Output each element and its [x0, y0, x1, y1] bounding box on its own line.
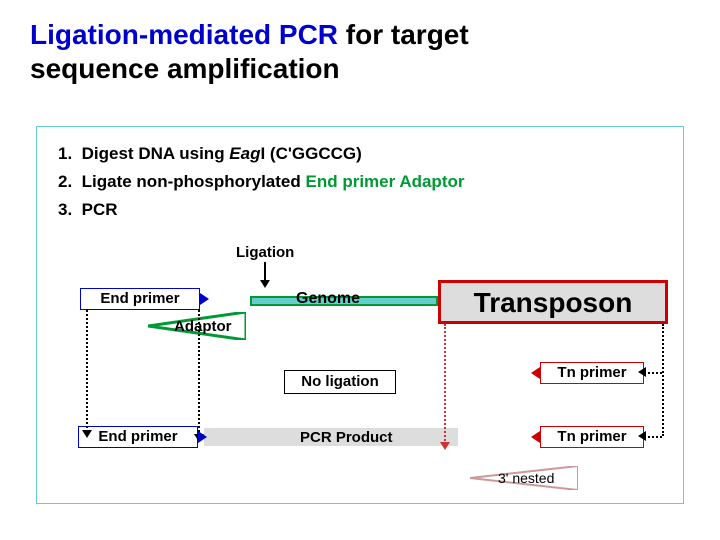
title-blue: Ligation-mediated PCR — [30, 19, 338, 50]
adaptor-label: Adaptor — [174, 318, 232, 335]
genome-label: Genome — [296, 290, 360, 308]
step-3: 3. PCR — [58, 200, 118, 220]
title-rest: for target — [338, 19, 469, 50]
dot-right — [662, 324, 664, 436]
step-1: 1. Digest DNA using EagI (C'GGCCG) — [58, 144, 362, 164]
end-primer-top: End primer — [80, 288, 200, 310]
transposon-box: Transposon — [438, 280, 668, 324]
dot-left1 — [86, 310, 88, 436]
step-2: 2. Ligate non-phosphorylated End primer … — [58, 172, 464, 192]
dot-h-tn-top-tip — [638, 367, 646, 377]
tn-primer-bot: Tn primer — [540, 426, 644, 448]
no-ligation-box: No ligation — [284, 370, 396, 394]
dot-h-tn-top — [644, 372, 662, 374]
end-primer-top-tip — [200, 293, 209, 305]
ligation-arrow-head — [260, 280, 270, 288]
dot-left2 — [198, 310, 200, 436]
nested-label: 3' nested — [498, 470, 554, 486]
dot-h-tn-bot-tip — [638, 431, 646, 441]
end-primer-bot: End primer — [78, 426, 198, 448]
end-primer-bot-tip — [198, 431, 207, 443]
title-line2: sequence amplification — [30, 53, 340, 84]
pcr-label: PCR Product — [300, 429, 393, 446]
slide-title: Ligation-mediated PCR for target sequenc… — [30, 18, 469, 86]
dot-h-tn-bot — [644, 436, 662, 438]
tn-primer-bot-tip — [531, 431, 540, 443]
tn-primer-top-tip — [531, 367, 540, 379]
dot-mid-tip — [440, 442, 450, 450]
ligation-label: Ligation — [236, 244, 294, 261]
tn-primer-top: Tn primer — [540, 362, 644, 384]
ligation-arrow-shaft — [264, 262, 266, 282]
dot-left1-tip — [82, 430, 92, 444]
dot-mid — [444, 324, 446, 444]
